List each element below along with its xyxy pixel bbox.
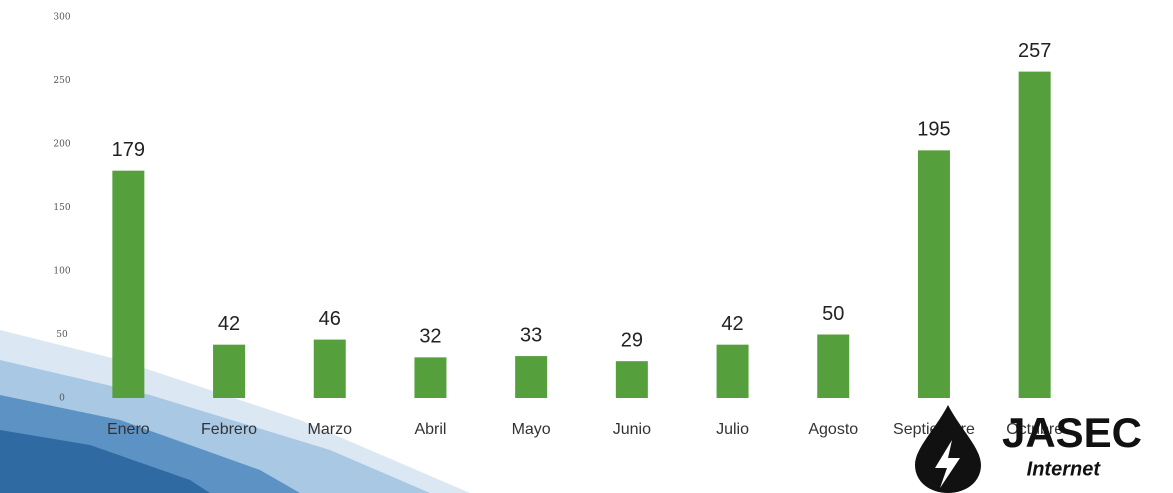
logo-name: JASEC	[1002, 409, 1142, 456]
value-label: 195	[917, 119, 950, 141]
y-tick-label: 150	[53, 203, 70, 213]
bar	[817, 335, 849, 399]
x-tick-label: Enero	[107, 421, 150, 438]
bar	[616, 361, 648, 398]
bar	[112, 171, 144, 398]
value-label: 42	[721, 313, 743, 335]
y-tick-label: 300	[53, 13, 70, 23]
bar	[717, 345, 749, 398]
x-tick-label: Julio	[716, 421, 749, 438]
x-tick-label: Abril	[414, 421, 446, 438]
value-label: 32	[419, 326, 441, 348]
y-tick-label: 200	[53, 140, 70, 150]
value-label: 257	[1018, 40, 1051, 62]
bar	[515, 356, 547, 398]
y-tick-label: 0	[59, 394, 65, 404]
bar	[414, 357, 446, 398]
y-tick-label: 250	[53, 76, 70, 86]
chart: 0 50 100 150 200 250 300 Enero 179 Febrero 42 Marzo…	[0, 0, 1173, 493]
y-tick-label: 50	[56, 330, 68, 340]
bar	[918, 150, 950, 398]
x-tick-label: Junio	[613, 421, 651, 438]
x-tick-label: Agosto	[808, 421, 858, 438]
x-tick-label: Febrero	[201, 421, 257, 438]
bar	[213, 345, 245, 398]
x-tick-label: Marzo	[308, 421, 353, 438]
value-label: 29	[621, 329, 643, 351]
logo: JASEC Internet	[915, 405, 1142, 493]
value-label: 50	[822, 303, 844, 325]
y-tick-label: 100	[53, 267, 70, 277]
bar	[314, 340, 346, 398]
value-label: 46	[319, 308, 341, 330]
bar	[1019, 72, 1051, 398]
logo-sub: Internet	[1027, 458, 1102, 480]
value-label: 42	[218, 313, 240, 335]
value-label: 33	[520, 324, 542, 346]
value-label: 179	[112, 139, 145, 161]
x-tick-label: Mayo	[512, 421, 551, 438]
